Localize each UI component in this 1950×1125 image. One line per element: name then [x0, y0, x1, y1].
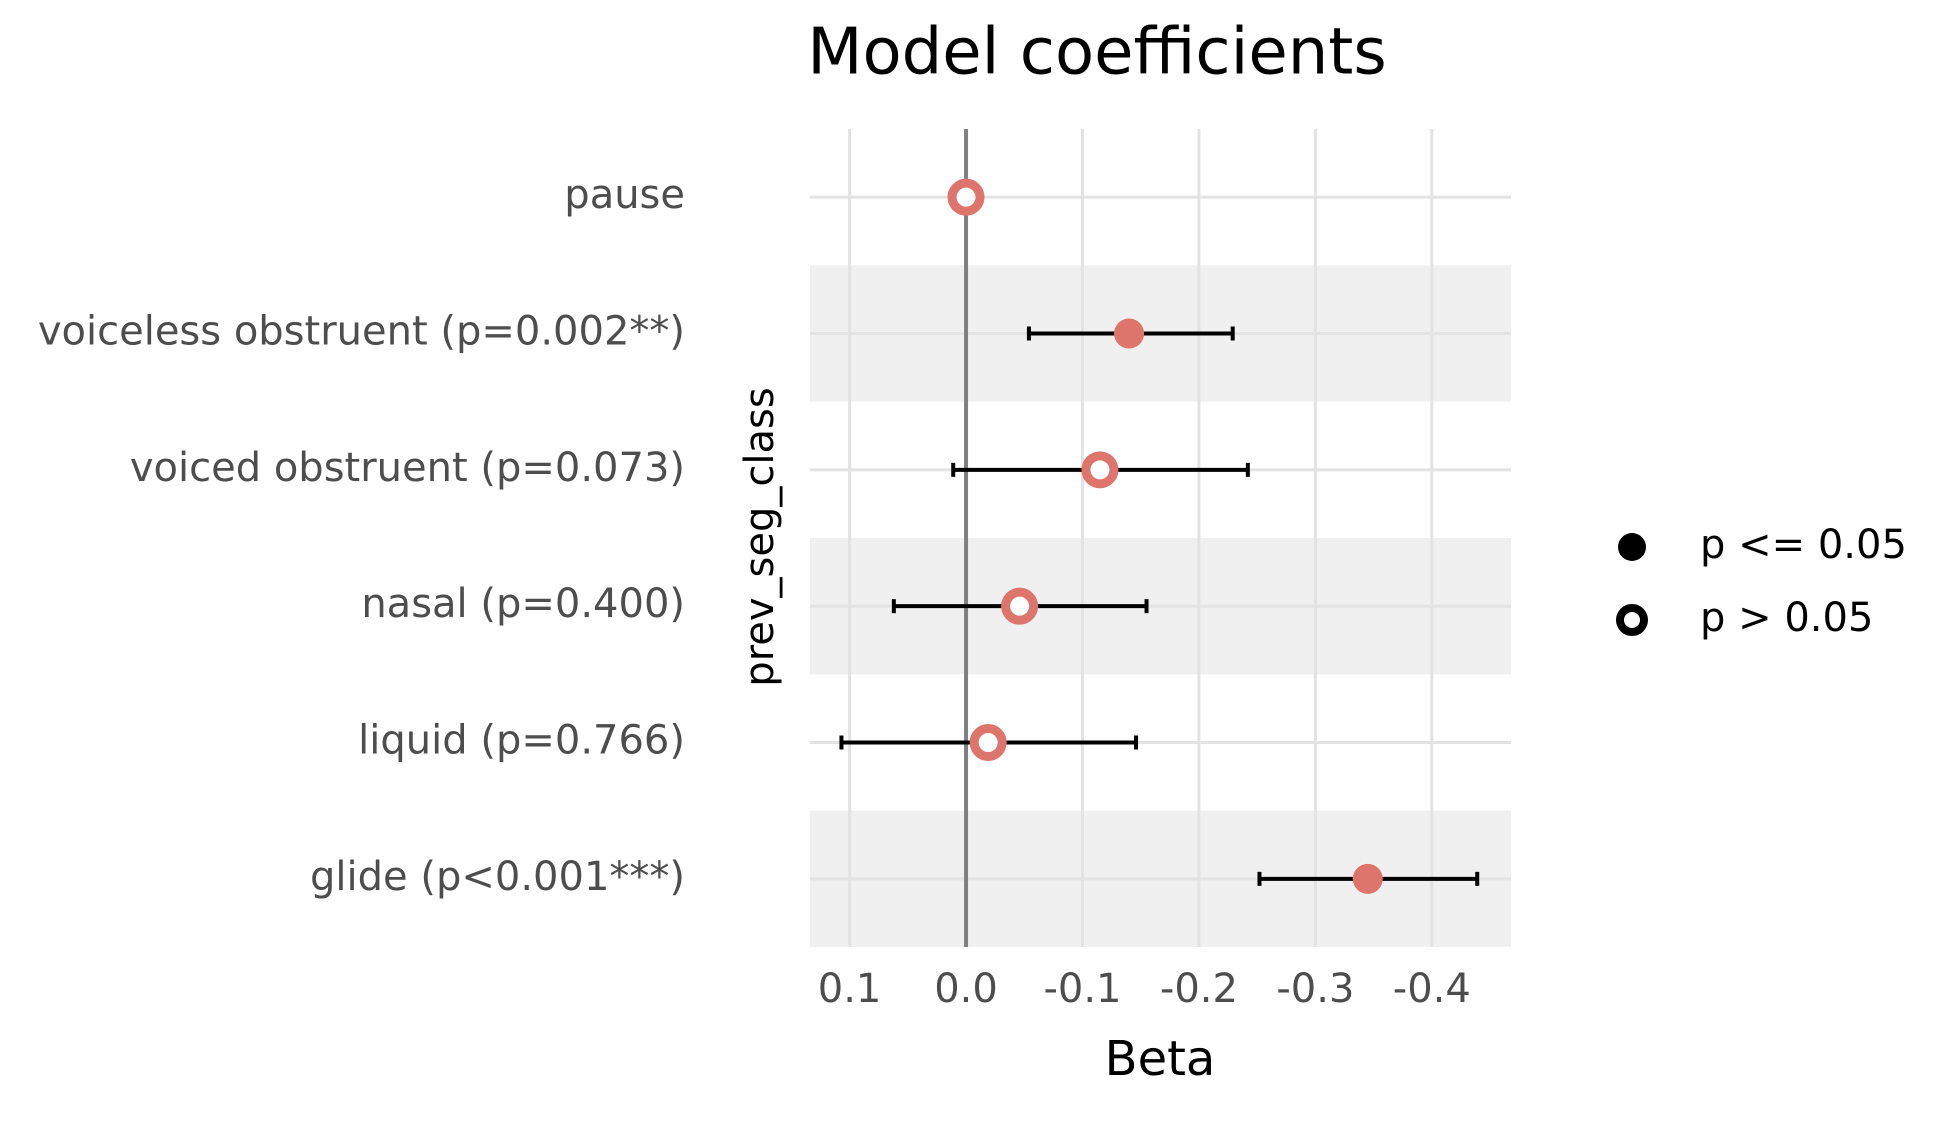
x-tick-label: -0.3	[1276, 966, 1354, 1012]
x-axis-label: Beta	[1105, 1031, 1216, 1087]
y-axis-label: prev_seg_class	[737, 387, 783, 686]
y-tick-label: pause	[564, 172, 685, 218]
x-tick-label: -0.4	[1393, 966, 1471, 1012]
point	[969, 724, 1007, 761]
point	[1114, 318, 1145, 349]
legend-symbol	[1618, 533, 1646, 561]
y-tick-label: glide (p<0.001***)	[310, 854, 685, 900]
x-tick-label: 0.0	[934, 966, 998, 1012]
legend-label: p <= 0.05	[1700, 522, 1907, 568]
y-tick-label: liquid (p=0.766)	[358, 718, 685, 764]
x-tick-label: -0.2	[1160, 966, 1238, 1012]
chart-title: Model coefficients	[807, 16, 1386, 90]
legend-symbol	[1616, 604, 1648, 636]
x-tick-label: 0.1	[818, 966, 882, 1012]
y-tick-label: voiced obstruent (p=0.073)	[130, 445, 685, 491]
point	[1001, 587, 1039, 625]
point	[947, 178, 985, 216]
y-tick-label: nasal (p=0.400)	[361, 581, 685, 627]
y-tick-label: voiceless obstruent (p=0.002**)	[38, 309, 685, 355]
point	[1081, 451, 1119, 489]
legend-label: p > 0.05	[1700, 595, 1873, 641]
x-tick-label: -0.1	[1043, 966, 1121, 1012]
point	[1352, 863, 1383, 894]
